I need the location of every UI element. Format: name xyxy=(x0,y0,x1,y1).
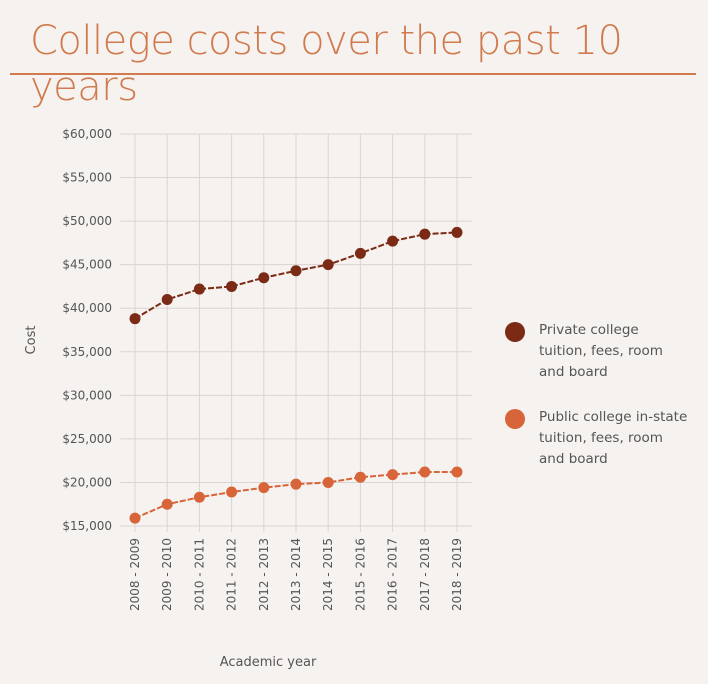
data-point-private xyxy=(161,294,173,306)
x-axis-label: Academic year xyxy=(220,655,317,670)
x-tick-label: 2016 - 2017 xyxy=(386,538,400,611)
data-point-public xyxy=(129,512,141,524)
y-tick-label: $25,000 xyxy=(62,432,112,446)
legend-label-private: Private college tuition, fees, room and … xyxy=(539,322,663,380)
legend-label-public: Public college in-state tuition, fees, r… xyxy=(539,409,688,467)
legend-marker-private xyxy=(505,322,525,342)
y-tick-label: $55,000 xyxy=(62,171,112,185)
x-tick-label: 2009 - 2010 xyxy=(160,538,174,611)
x-tick-label: 2010 - 2011 xyxy=(192,538,206,611)
x-tick-label: 2014 - 2015 xyxy=(321,538,335,611)
y-tick-label: $45,000 xyxy=(62,258,112,272)
legend-marker-public xyxy=(505,409,525,429)
data-point-public xyxy=(419,466,431,478)
chart-title: College costs over the past 10 years xyxy=(30,18,623,110)
y-tick-label: $15,000 xyxy=(62,519,112,533)
data-point-public xyxy=(387,469,399,481)
data-point-public xyxy=(290,478,302,490)
data-point-private xyxy=(226,280,238,292)
y-axis-ticks: $15,000 $20,000 $25,000 $30,000 $35,000 $40,0… xyxy=(62,127,112,533)
y-tick-label: $50,000 xyxy=(62,214,112,228)
x-tick-label: 2011 - 2012 xyxy=(225,538,239,611)
series-points xyxy=(129,226,463,524)
x-tick-label: 2017 - 2018 xyxy=(418,538,432,611)
data-point-private xyxy=(354,247,366,259)
data-point-private xyxy=(387,235,399,247)
x-tick-label: 2012 - 2013 xyxy=(257,538,271,611)
y-tick-label: $30,000 xyxy=(62,388,112,402)
data-point-public xyxy=(354,471,366,483)
data-point-public xyxy=(258,482,270,494)
data-point-private xyxy=(129,313,141,325)
data-point-private xyxy=(322,259,334,271)
x-tick-label: 2013 - 2014 xyxy=(289,538,303,611)
y-tick-label: $60,000 xyxy=(62,127,112,141)
x-tick-label: 2018 - 2019 xyxy=(450,538,464,611)
y-tick-label: $20,000 xyxy=(62,475,112,489)
data-point-private xyxy=(193,283,205,295)
y-axis-label: Cost xyxy=(24,326,39,355)
y-tick-label: $35,000 xyxy=(62,345,112,359)
chart-grid xyxy=(120,133,472,532)
data-point-public xyxy=(193,491,205,503)
data-point-public xyxy=(451,466,463,478)
data-point-public xyxy=(161,498,173,510)
x-tick-label: 2008 - 2009 xyxy=(128,538,142,611)
data-point-private xyxy=(258,272,270,284)
x-tick-label: 2015 - 2016 xyxy=(353,538,367,611)
title-underline xyxy=(10,73,696,75)
data-point-public xyxy=(322,476,334,488)
y-tick-label: $40,000 xyxy=(62,301,112,315)
data-point-public xyxy=(226,486,238,498)
data-point-private xyxy=(419,228,431,240)
x-axis-ticks: 2008 - 2009 2009 - 2010 2010 - 2011 2011 - … xyxy=(128,538,464,611)
data-point-private xyxy=(451,226,463,238)
data-point-private xyxy=(290,265,302,277)
